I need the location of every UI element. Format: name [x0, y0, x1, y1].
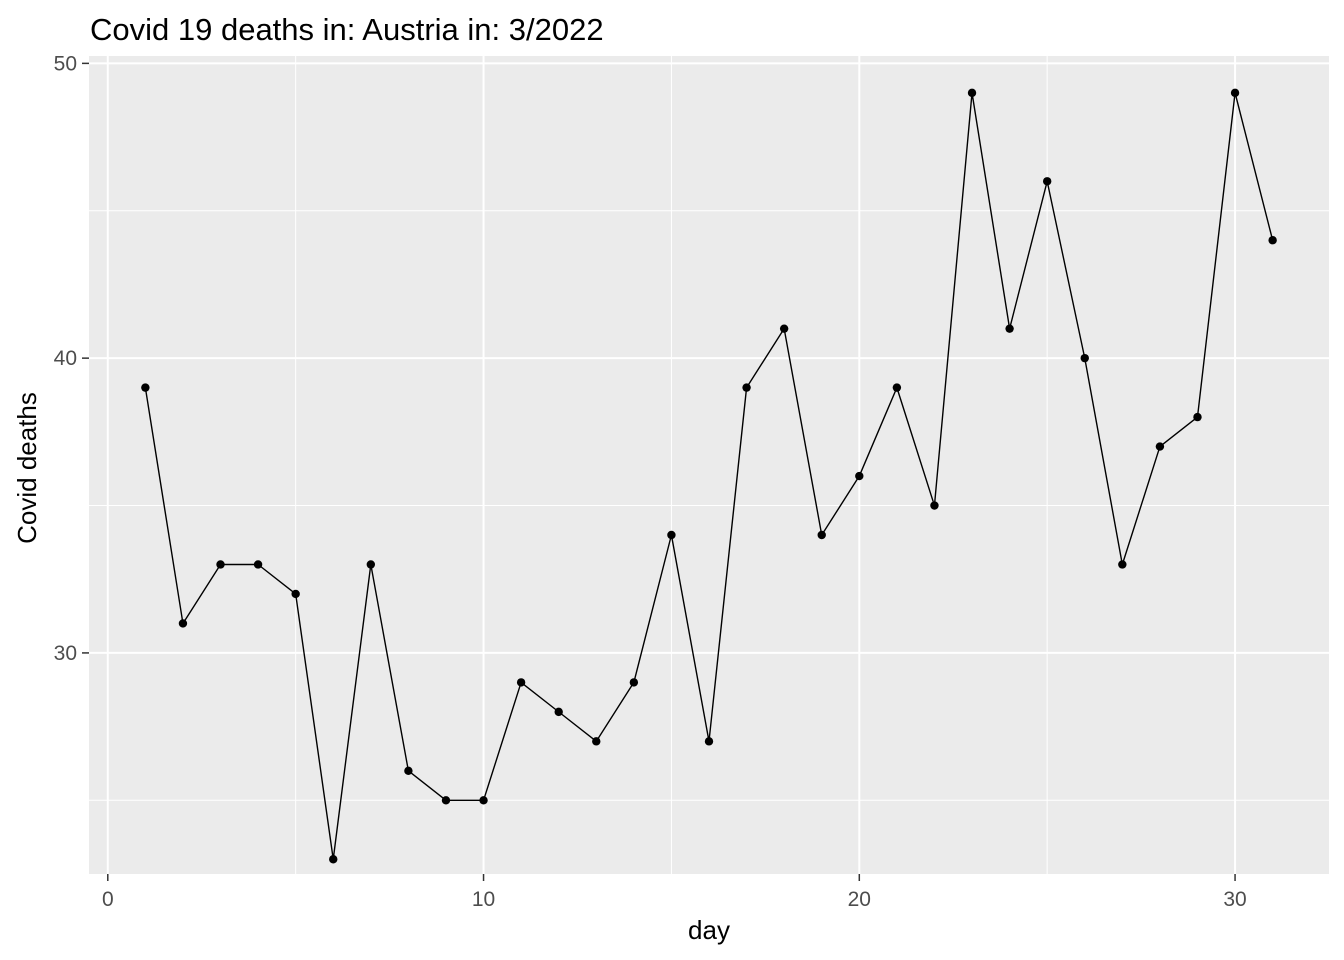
- data-point: [629, 678, 639, 687]
- y-axis-title: Covid deaths: [12, 392, 42, 544]
- plot-panel: [89, 56, 1329, 874]
- data-point: [554, 707, 563, 717]
- data-point: [1005, 324, 1014, 333]
- data-point: [967, 88, 977, 98]
- data-point: [441, 796, 451, 805]
- minor-gridlines: [89, 56, 1329, 874]
- data-point: [1042, 177, 1052, 186]
- x-axis-title: day: [688, 915, 730, 945]
- y-tick-label: 40: [54, 347, 77, 370]
- x-tick-label: 0: [102, 888, 114, 911]
- data-point: [141, 383, 150, 392]
- data-point: [291, 589, 300, 599]
- data-point: [516, 678, 526, 687]
- data-point: [592, 737, 601, 746]
- data-point: [1080, 353, 1089, 363]
- axis-layer: 0 10 20 30 30 40 50: [54, 52, 1247, 911]
- data-point: [667, 530, 676, 540]
- data-point: [253, 560, 263, 569]
- data-point: [329, 855, 338, 864]
- data-point: [404, 766, 413, 776]
- x-tick-label: 30: [1223, 888, 1246, 911]
- data-point: [817, 530, 826, 540]
- data-point: [892, 383, 902, 392]
- data-point: [742, 383, 751, 392]
- data-point: [930, 501, 939, 510]
- data-point: [855, 471, 864, 481]
- data-point: [704, 737, 714, 746]
- data-point: [178, 619, 188, 628]
- chart-title: Covid 19 deaths in: Austria in: 3/2022: [90, 12, 604, 47]
- data-point: [1118, 560, 1127, 569]
- data-point: [366, 560, 376, 569]
- data-point: [1193, 412, 1202, 422]
- series-layer: [141, 88, 1277, 864]
- major-gridlines: [89, 56, 1329, 874]
- data-point: [1268, 236, 1277, 245]
- data-point: [216, 560, 225, 569]
- data-point: [1230, 88, 1240, 98]
- y-tick-label: 50: [54, 52, 77, 75]
- data-point: [479, 796, 488, 805]
- data-point: [1155, 442, 1165, 451]
- data-point: [779, 324, 789, 333]
- x-tick-label: 10: [472, 888, 495, 911]
- x-tick-label: 20: [848, 888, 871, 911]
- y-tick-label: 30: [54, 642, 77, 665]
